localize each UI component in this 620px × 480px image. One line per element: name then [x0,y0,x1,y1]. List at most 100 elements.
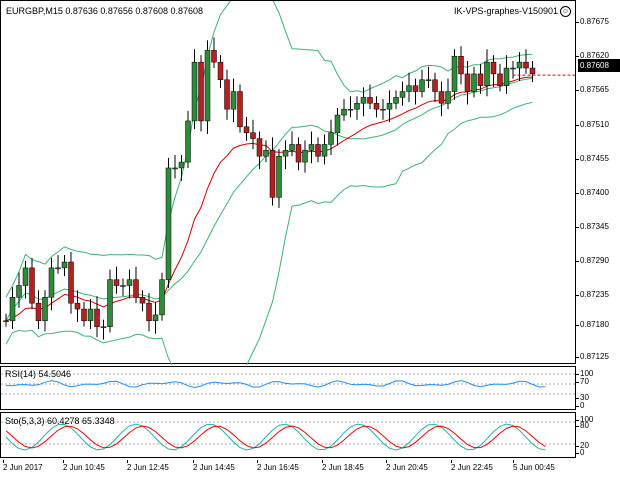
price-tick: 0.87125 [576,352,609,361]
candle-body [237,91,243,128]
candle-body [211,50,217,63]
candle-body [282,150,289,157]
stochastic-pane[interactable]: Sto(5,3,3) 60.4278 65.3348 [0,412,577,458]
candle-body [490,61,497,75]
price-tick: 0.87180 [576,320,609,329]
candle-body [289,144,295,151]
candle-body [29,267,35,304]
candle-body [61,261,68,269]
candle-body [360,97,367,104]
candle-body [230,91,237,110]
price-tick: 0.87565 [576,85,609,94]
time-label: 2 Jun 20:45 [386,460,428,472]
price-tick: 0.87455 [576,154,609,163]
sto-tick: 100 [575,415,594,424]
candle-body [386,103,393,110]
rsi-tick: 0 [575,401,585,410]
rsi-line [5,380,546,389]
time-label: 2 Jun 10:45 [63,460,105,472]
rsi-label: RSI(14) 54.5046 [5,369,72,379]
candle-body [81,308,87,322]
candle-body [269,150,276,198]
candle-body [42,297,48,322]
candle-body [126,279,133,286]
candle-body [328,132,334,145]
candle-body [412,85,419,92]
time-label: 2 Jun 2017 [3,460,43,472]
price-chart-pane[interactable]: EURGBP,M15 0.87636 0.87656 0.87608 0.876… [0,0,577,365]
candle-body [464,73,471,92]
candle-body [321,144,328,157]
rsi-pane[interactable]: RSI(14) 54.5046 [0,366,577,410]
price-tick: 0.87345 [576,222,609,231]
upper-band-line [5,1,533,298]
candle-body [445,91,451,104]
rsi-tick: 70 [576,377,589,386]
candle-body [354,103,360,110]
candle-body [185,120,191,163]
current-price-label: 0.87608 [578,59,620,72]
candle-body [217,61,224,81]
candle-body [516,61,523,69]
candle-body [451,56,458,92]
candle-body [3,320,9,323]
candle-body [68,261,74,304]
candle-body [438,91,445,104]
candle-body [35,302,42,322]
candle-body [399,91,406,98]
candle-body [367,97,373,104]
candle-body [159,279,165,316]
expert-advisor-label: IK-VPS-graphes-V150901 ☺ [454,6,571,18]
candle-body [107,279,113,327]
candle-body [113,279,120,286]
candle-body [529,67,536,75]
candle-body [263,150,269,157]
price-tick: 0.87235 [576,290,609,299]
candle-body [523,61,529,69]
time-label: 5 Jun 00:45 [513,460,555,472]
candle-body [16,285,22,298]
time-label: 2 Jun 16:45 [257,460,299,472]
candle-body [295,144,302,163]
sto-tick: 0 [575,448,585,457]
candle-body [477,73,484,86]
candle-body [503,67,510,86]
candle-body [484,61,490,86]
candle-body [432,79,438,92]
candle-body [94,308,100,327]
candle-body [100,326,107,328]
candle-body [256,138,263,157]
symbol-info: EURGBP,M15 0.87636 0.87656 0.87608 0.876… [6,6,203,16]
rsi-tick: 100 [575,369,594,378]
candle-body [191,61,198,122]
candle-body [393,97,399,104]
smiley-icon: ☺ [560,6,571,18]
rsi-canvas [1,373,577,395]
candle-body [172,167,178,170]
candle-body [146,302,152,322]
price-tick: 0.87510 [576,120,609,129]
price-axis: 0.87675 0.87620 0.87565 0.87510 0.87455 … [575,0,620,460]
candle-body [315,144,321,157]
stochastic-canvas [1,421,577,451]
candle-body [471,73,477,92]
lower-band-line [5,101,533,365]
price-tick: 0.87675 [576,17,609,26]
sto-tick: 20 [576,441,589,450]
candle-body [250,132,256,139]
candle-body [419,79,425,92]
candle-body [380,108,386,111]
candle-body [510,67,516,70]
sto-main-line [5,423,546,451]
price-tick: 0.87620 [576,51,609,60]
time-label: 2 Jun 22:45 [451,460,493,472]
candle-body [165,167,172,280]
time-label: 2 Jun 18:45 [322,460,364,472]
candle-body [120,285,126,287]
time-label: 2 Jun 12:45 [127,460,169,472]
candle-body [198,61,204,122]
moving-average-line [5,76,533,322]
candle-body [425,79,432,82]
candle-body [55,267,61,270]
sto-signal-line [5,425,546,449]
